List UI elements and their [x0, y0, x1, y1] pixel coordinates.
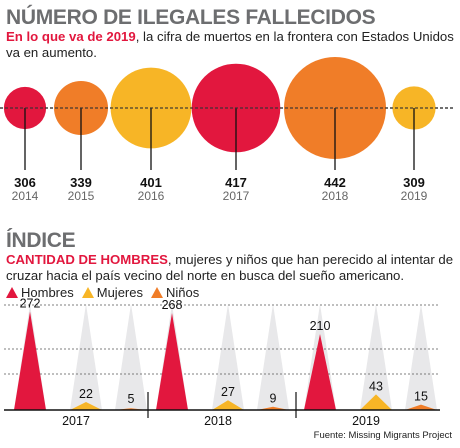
group-year-label: 2017 [62, 414, 90, 428]
hombres-triangle-2017 [14, 311, 46, 410]
ghost-triangle [70, 304, 102, 410]
bubble-value-label: 442 [324, 175, 346, 190]
bubble-value-label: 339 [70, 175, 92, 190]
index-subtitle: CANTIDAD DE HOMBRES, mujeres y niños que… [6, 252, 458, 284]
bubble-year-label: 2014 [12, 189, 39, 203]
triangle-value-label: 5 [128, 392, 135, 406]
legend-item: Mujeres [81, 284, 143, 300]
triangle-value-label: 268 [162, 298, 183, 312]
deaths-subtitle-highlight: En lo que va de 2019 [6, 29, 136, 44]
mujeres-triangle-2018 [212, 400, 244, 410]
legend-item: Niños [151, 285, 199, 300]
bubble-year-label: 2018 [322, 189, 349, 203]
bubble-value-label: 309 [403, 175, 425, 190]
index-subtitle-text: , mujeres y niños que han perecido al in… [6, 252, 454, 283]
deaths-subtitle: En lo que va de 2019, la cifra de muerto… [6, 29, 454, 61]
triangle-value-label: 27 [221, 385, 235, 399]
bubble-year-label: 2019 [401, 189, 428, 203]
bubble-value-label: 306 [14, 175, 36, 190]
ghost-triangle [405, 304, 437, 410]
triangle-value-label: 15 [414, 390, 428, 404]
ghost-triangle [257, 304, 289, 410]
triangle-value-label: 272 [20, 297, 41, 311]
legend-triangle-icon [81, 286, 94, 298]
niños-triangle-2018 [257, 406, 289, 410]
bubble-value-label: 417 [225, 175, 247, 190]
legend-label: Hombres [21, 284, 74, 300]
bubble-year-label: 2015 [68, 189, 95, 203]
hombres-triangle-2018 [156, 313, 188, 410]
mujeres-triangle-2019 [360, 394, 392, 410]
bubble-value-label: 401 [140, 175, 162, 190]
legend-triangle-icon [6, 286, 18, 298]
triangle-value-label: 210 [310, 319, 331, 333]
legend-triangle-icon [151, 286, 163, 298]
mujeres-triangle-2017 [70, 402, 102, 410]
group-year-label: 2019 [352, 414, 380, 428]
ghost-triangle [212, 304, 244, 410]
index-title: ÍNDICE [6, 229, 76, 252]
legend: Hombres Mujeres Niños [6, 284, 207, 300]
hombres-triangle-2019 [304, 334, 336, 410]
triangle-value-label: 22 [79, 387, 93, 401]
legend-label: Mujeres [96, 284, 143, 300]
deaths-subtitle-text: , la cifra de muertos en la frontera con… [6, 29, 454, 60]
deaths-title: NÚMERO DE ILEGALES FALLECIDOS [6, 6, 376, 29]
source-note: Fuente: Missing Migrants Project [313, 430, 452, 441]
legend-item: Hombres [6, 285, 74, 300]
index-subtitle-highlight: CANTIDAD DE HOMBRES [6, 252, 168, 267]
bubble-year-label: 2016 [138, 189, 165, 203]
group-year-label: 2018 [204, 414, 232, 428]
legend-label: Niños [166, 284, 200, 300]
ghost-triangle [115, 304, 147, 410]
triangle-value-label: 9 [270, 392, 277, 406]
bubble-year-label: 2017 [223, 189, 250, 203]
niños-triangle-2019 [405, 404, 437, 410]
ghost-triangle [360, 304, 392, 410]
triangle-value-label: 43 [369, 379, 383, 393]
